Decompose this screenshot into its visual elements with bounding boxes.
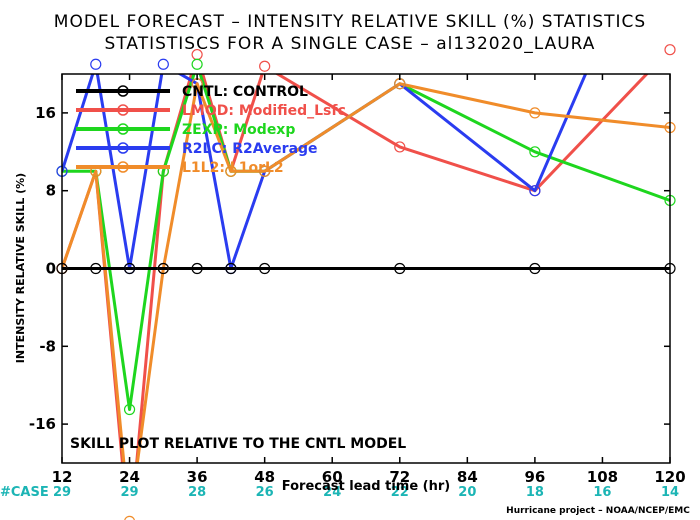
legend-marker (117, 104, 129, 116)
chart-title: MODEL FORECAST – INTENSITY RELATIVE SKIL… (53, 12, 647, 32)
case-count: 22 (391, 485, 409, 500)
data-point (664, 44, 676, 56)
case-count: 14 (661, 485, 679, 500)
series-line (62, 82, 670, 463)
x-tick-label: 108 (587, 468, 618, 486)
legend-marker (117, 85, 129, 97)
data-point (157, 262, 169, 275)
data-point (225, 262, 237, 275)
data-point (90, 58, 102, 70)
data-point (394, 141, 406, 153)
series-line (62, 74, 588, 270)
data-point (225, 165, 237, 177)
data-point (259, 60, 271, 72)
y-tick-label: -8 (39, 337, 56, 355)
legend-label: CNTL: CONTROL (182, 84, 308, 100)
x-axis-label: Forecast lead time (hr) (282, 479, 450, 494)
data-point (123, 262, 136, 275)
data-point (529, 146, 541, 158)
data-point (529, 185, 541, 197)
data-point (259, 262, 271, 275)
case-count: 26 (256, 485, 274, 500)
data-point (259, 165, 271, 177)
case-count: 29 (121, 485, 139, 500)
x-tick-label: 72 (389, 468, 410, 486)
data-point (191, 262, 203, 275)
legend-label: LMOD: Modified_Lsfc (182, 103, 346, 119)
x-tick-label: 60 (322, 468, 343, 486)
y-tick-label: 8 (46, 182, 56, 200)
y-axis-label: INTENSITY RELATIVE SKILL (%) (14, 173, 27, 363)
annotation-text: SKILL PLOT RELATIVE TO THE CNTL MODEL (70, 436, 406, 452)
legend-marker (117, 161, 129, 173)
x-tick-label: 12 (52, 468, 73, 486)
data-point (157, 58, 169, 70)
data-point (191, 58, 203, 70)
y-tick-label: 16 (35, 104, 56, 122)
case-count: 24 (323, 485, 341, 500)
legend-marker (117, 123, 129, 135)
data-point (394, 262, 406, 275)
y-tick-label: 0 (46, 260, 56, 278)
case-count: 20 (458, 485, 476, 500)
data-point (123, 403, 136, 416)
chart-subtitle: STATISTISCS FOR A SINGLE CASE – al132020… (104, 34, 596, 54)
data-point (124, 515, 135, 520)
data-point (529, 107, 541, 119)
legend-marker (117, 142, 129, 154)
case-count: 16 (593, 485, 611, 500)
legend-label: L1L2: L1orL2 (182, 160, 284, 176)
x-tick-label: 120 (654, 468, 685, 486)
x-tick-label: 24 (119, 468, 140, 486)
legend-label: ZEXP: Modexp (182, 122, 295, 138)
footer-credit: Hurricane project – NOAA/NCEP/EMC (506, 506, 690, 516)
series-line (62, 74, 670, 412)
x-tick-label: 84 (457, 468, 478, 486)
data-point (529, 262, 541, 275)
data-point (191, 48, 203, 61)
data-point (90, 262, 102, 275)
case-count: 29 (53, 485, 71, 500)
case-count: 28 (188, 485, 206, 500)
legend-label: R2LC: R2Average (182, 141, 318, 157)
x-tick-label: 36 (187, 468, 208, 486)
x-tick-label: 96 (524, 468, 545, 486)
case-label: #CASE (0, 485, 49, 500)
x-tick-label: 48 (254, 468, 275, 486)
y-tick-label: -16 (29, 415, 56, 433)
case-count: 18 (526, 485, 544, 500)
